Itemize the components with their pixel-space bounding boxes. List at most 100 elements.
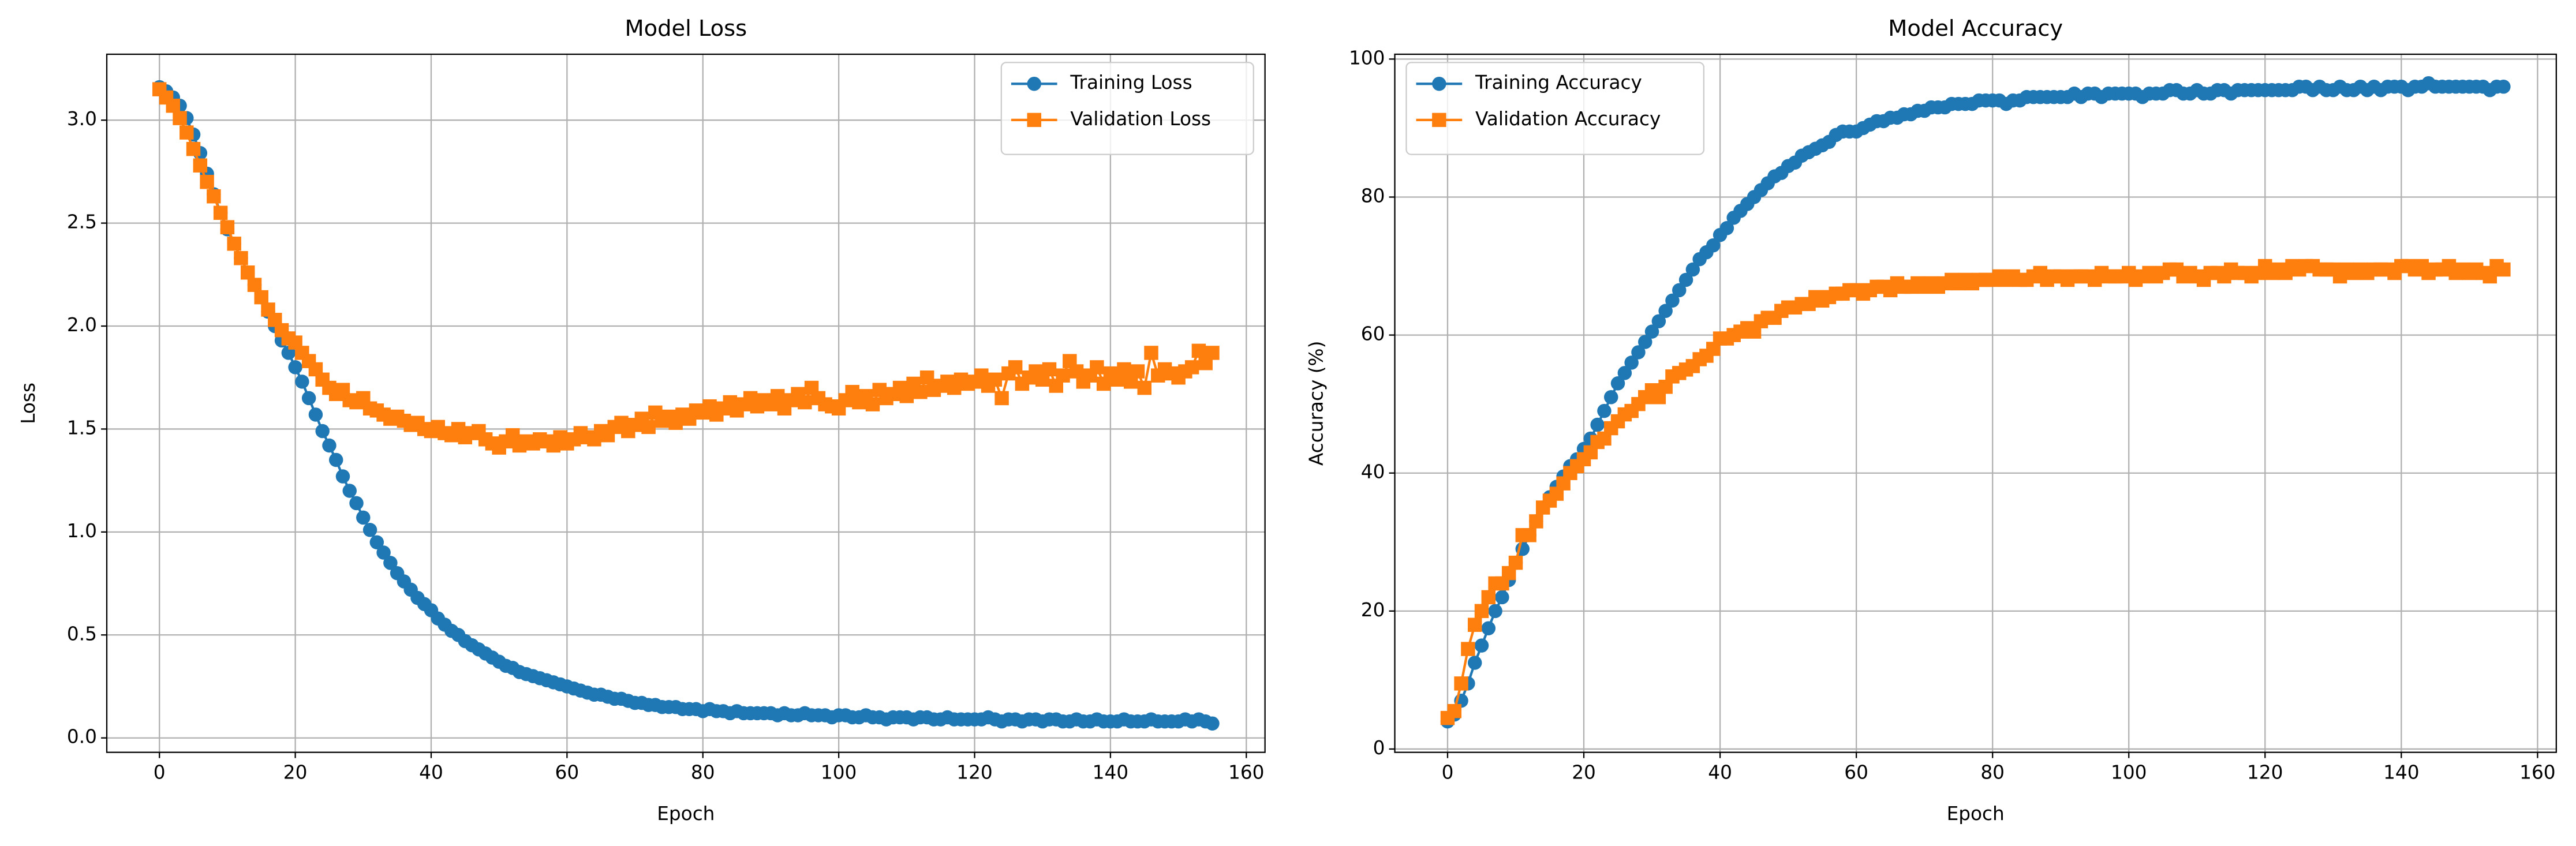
marker [913, 384, 928, 399]
marker [227, 237, 241, 251]
marker [1604, 390, 1618, 405]
marker [1610, 376, 1625, 391]
x-tick-label: 140 [1093, 762, 1128, 784]
legend-marker [1027, 76, 1041, 91]
marker [1495, 590, 1509, 605]
x-tick-label: 160 [2519, 762, 2555, 784]
x-tick-label: 120 [956, 762, 992, 784]
marker [1042, 362, 1057, 377]
x-tick-label: 80 [1980, 762, 2005, 784]
marker [1090, 360, 1104, 375]
marker [180, 125, 194, 140]
legend-marker [1027, 113, 1041, 128]
marker [1719, 221, 1734, 235]
y-tick-label: 0 [1373, 737, 1385, 759]
x-tick-label: 0 [154, 762, 166, 784]
marker [919, 370, 934, 385]
marker [1644, 324, 1659, 339]
marker [1184, 360, 1199, 375]
x-tick-label: 40 [419, 762, 443, 784]
marker [899, 389, 914, 403]
marker [2496, 79, 2511, 94]
x-tick-label: 100 [821, 762, 857, 784]
marker [1205, 346, 1220, 360]
marker [308, 407, 323, 422]
marker [1144, 346, 1158, 360]
marker [1631, 345, 1646, 360]
marker [247, 278, 262, 292]
x-tick-label: 100 [2111, 762, 2147, 784]
x-tick-label: 0 [1442, 762, 1454, 784]
series [1440, 76, 2511, 729]
y-tick-label: 60 [1361, 323, 1385, 345]
marker [1522, 528, 1536, 542]
marker [1137, 380, 1151, 395]
marker [322, 438, 337, 453]
axes-frame [1394, 53, 2557, 753]
marker [798, 395, 812, 410]
y-axis-label: Loss [17, 383, 39, 424]
marker [200, 175, 214, 189]
legend-label: Validation Accuracy [1475, 108, 1661, 130]
axes: 0 20 40 60 80 100 120 140 160 0 20 40 60 80 100 Model A… [1306, 16, 2557, 825]
marker [2496, 262, 2511, 277]
marker [1658, 304, 1673, 318]
y-tick-label: 3.0 [67, 108, 97, 130]
marker [1597, 403, 1612, 418]
legend: Training Accuracy Validation Accuracy [1405, 62, 1705, 155]
marker [1481, 590, 1496, 605]
marker [1488, 604, 1502, 619]
marker [770, 389, 785, 403]
chart-title: Model Loss [625, 16, 747, 42]
x-tick-label: 40 [1708, 762, 1732, 784]
y-tick-label: 2.0 [67, 314, 97, 336]
marker [356, 510, 371, 525]
x-tick-label: 120 [2247, 762, 2283, 784]
y-tick-label: 100 [1349, 47, 1385, 69]
marker [315, 424, 330, 439]
marker [1447, 703, 1462, 718]
marker [1617, 366, 1632, 380]
y-tick-label: 0.0 [67, 726, 97, 748]
x-tick-label: 160 [1228, 762, 1264, 784]
series [152, 80, 1220, 731]
y-tick-label: 20 [1361, 599, 1385, 621]
legend-marker [1432, 113, 1446, 128]
chart-title: Model Accuracy [1888, 16, 2063, 42]
marker [166, 98, 180, 113]
marker [254, 290, 268, 305]
series-line [159, 86, 1213, 725]
marker [362, 523, 377, 537]
legend-label: Validation Loss [1070, 108, 1211, 130]
legend-marker [1432, 76, 1446, 91]
marker [994, 391, 1009, 406]
marker [301, 391, 316, 406]
marker [213, 205, 228, 220]
x-tick-label: 20 [283, 762, 308, 784]
marker [1191, 343, 1206, 358]
marker [1706, 238, 1721, 253]
marker [1481, 621, 1496, 635]
marker [240, 265, 255, 280]
marker [342, 484, 357, 498]
y-axis-label: Accuracy (%) [1306, 341, 1328, 466]
y-tick-label: 1.5 [67, 417, 97, 439]
marker [1205, 716, 1220, 731]
marker [376, 545, 391, 560]
marker [295, 375, 309, 389]
legend-box [1000, 62, 1254, 155]
marker [865, 397, 880, 411]
y-tick-label: 2.5 [67, 211, 97, 233]
y-tick-label: 80 [1361, 185, 1385, 207]
marker [1130, 364, 1145, 379]
marker [1685, 262, 1700, 277]
marker [1651, 314, 1666, 328]
legend-label: Training Accuracy [1475, 72, 1642, 93]
marker [1117, 362, 1131, 377]
x-axis-label: Epoch [1947, 803, 2005, 825]
legend-box [1405, 62, 1705, 155]
series-line [1446, 264, 2504, 719]
marker [349, 496, 364, 511]
y-tick-label: 0.5 [67, 623, 97, 645]
